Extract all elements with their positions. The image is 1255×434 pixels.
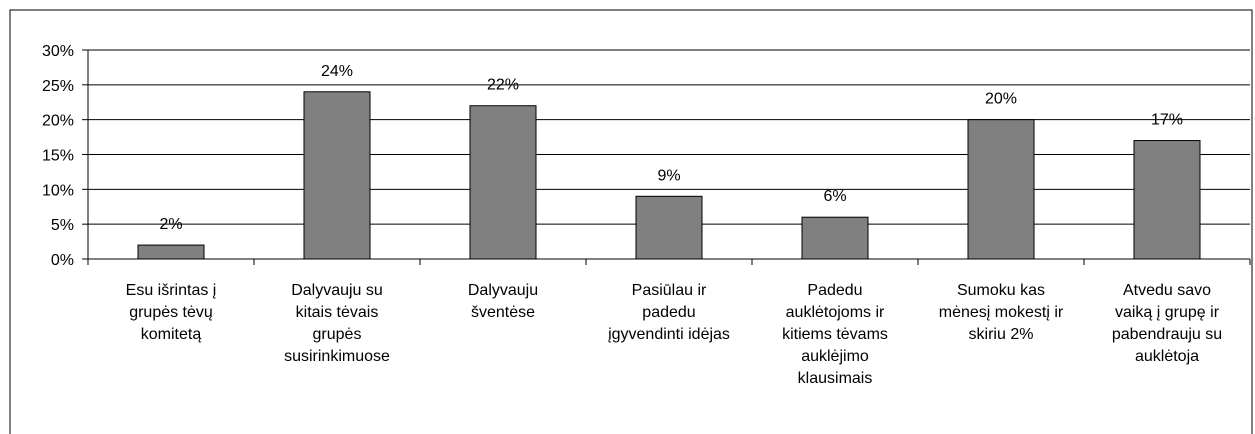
x-tick-label: Atvedu savo vaiką į grupę ir pabendrauju s…	[1112, 282, 1222, 365]
bar	[303, 91, 371, 260]
y-tick-label: 25%	[42, 78, 74, 95]
value-label: 2%	[159, 216, 182, 233]
x-tick-label: Dalyvauju su kitais tėvais grupės susirinki…	[284, 282, 390, 365]
value-label: 24%	[321, 63, 353, 80]
bar	[801, 216, 869, 260]
bar	[469, 105, 537, 260]
x-tick-label: Padedu auklėtojoms ir kitiems tėvams auklėj…	[782, 282, 888, 387]
y-tick-label: 15%	[42, 148, 74, 165]
x-tick-label: Pasiūlau ir padedu įgyvendinti idėjas	[608, 282, 730, 343]
x-tick-label: Sumoku kas mėnesį mokestį ir skiriu 2%	[939, 282, 1064, 343]
y-tick-label: 5%	[51, 217, 74, 234]
y-tick-label: 0%	[51, 252, 74, 269]
y-tick-label: 20%	[42, 113, 74, 130]
bar	[137, 244, 205, 260]
y-tick-label: 10%	[42, 182, 74, 199]
chart-frame	[9, 9, 1253, 434]
x-tick-label: Esu išrintas į grupės tėvų komitetą	[126, 282, 217, 343]
bar	[967, 119, 1035, 260]
x-tick-label: Dalyvauju šventėse	[468, 282, 538, 321]
y-tick-label: 30%	[42, 43, 74, 60]
bar	[635, 195, 703, 260]
value-label: 9%	[657, 167, 680, 184]
value-label: 6%	[823, 188, 846, 205]
value-label: 20%	[985, 91, 1017, 108]
value-label: 22%	[487, 77, 519, 94]
bar	[1133, 140, 1201, 260]
value-label: 17%	[1151, 112, 1183, 129]
